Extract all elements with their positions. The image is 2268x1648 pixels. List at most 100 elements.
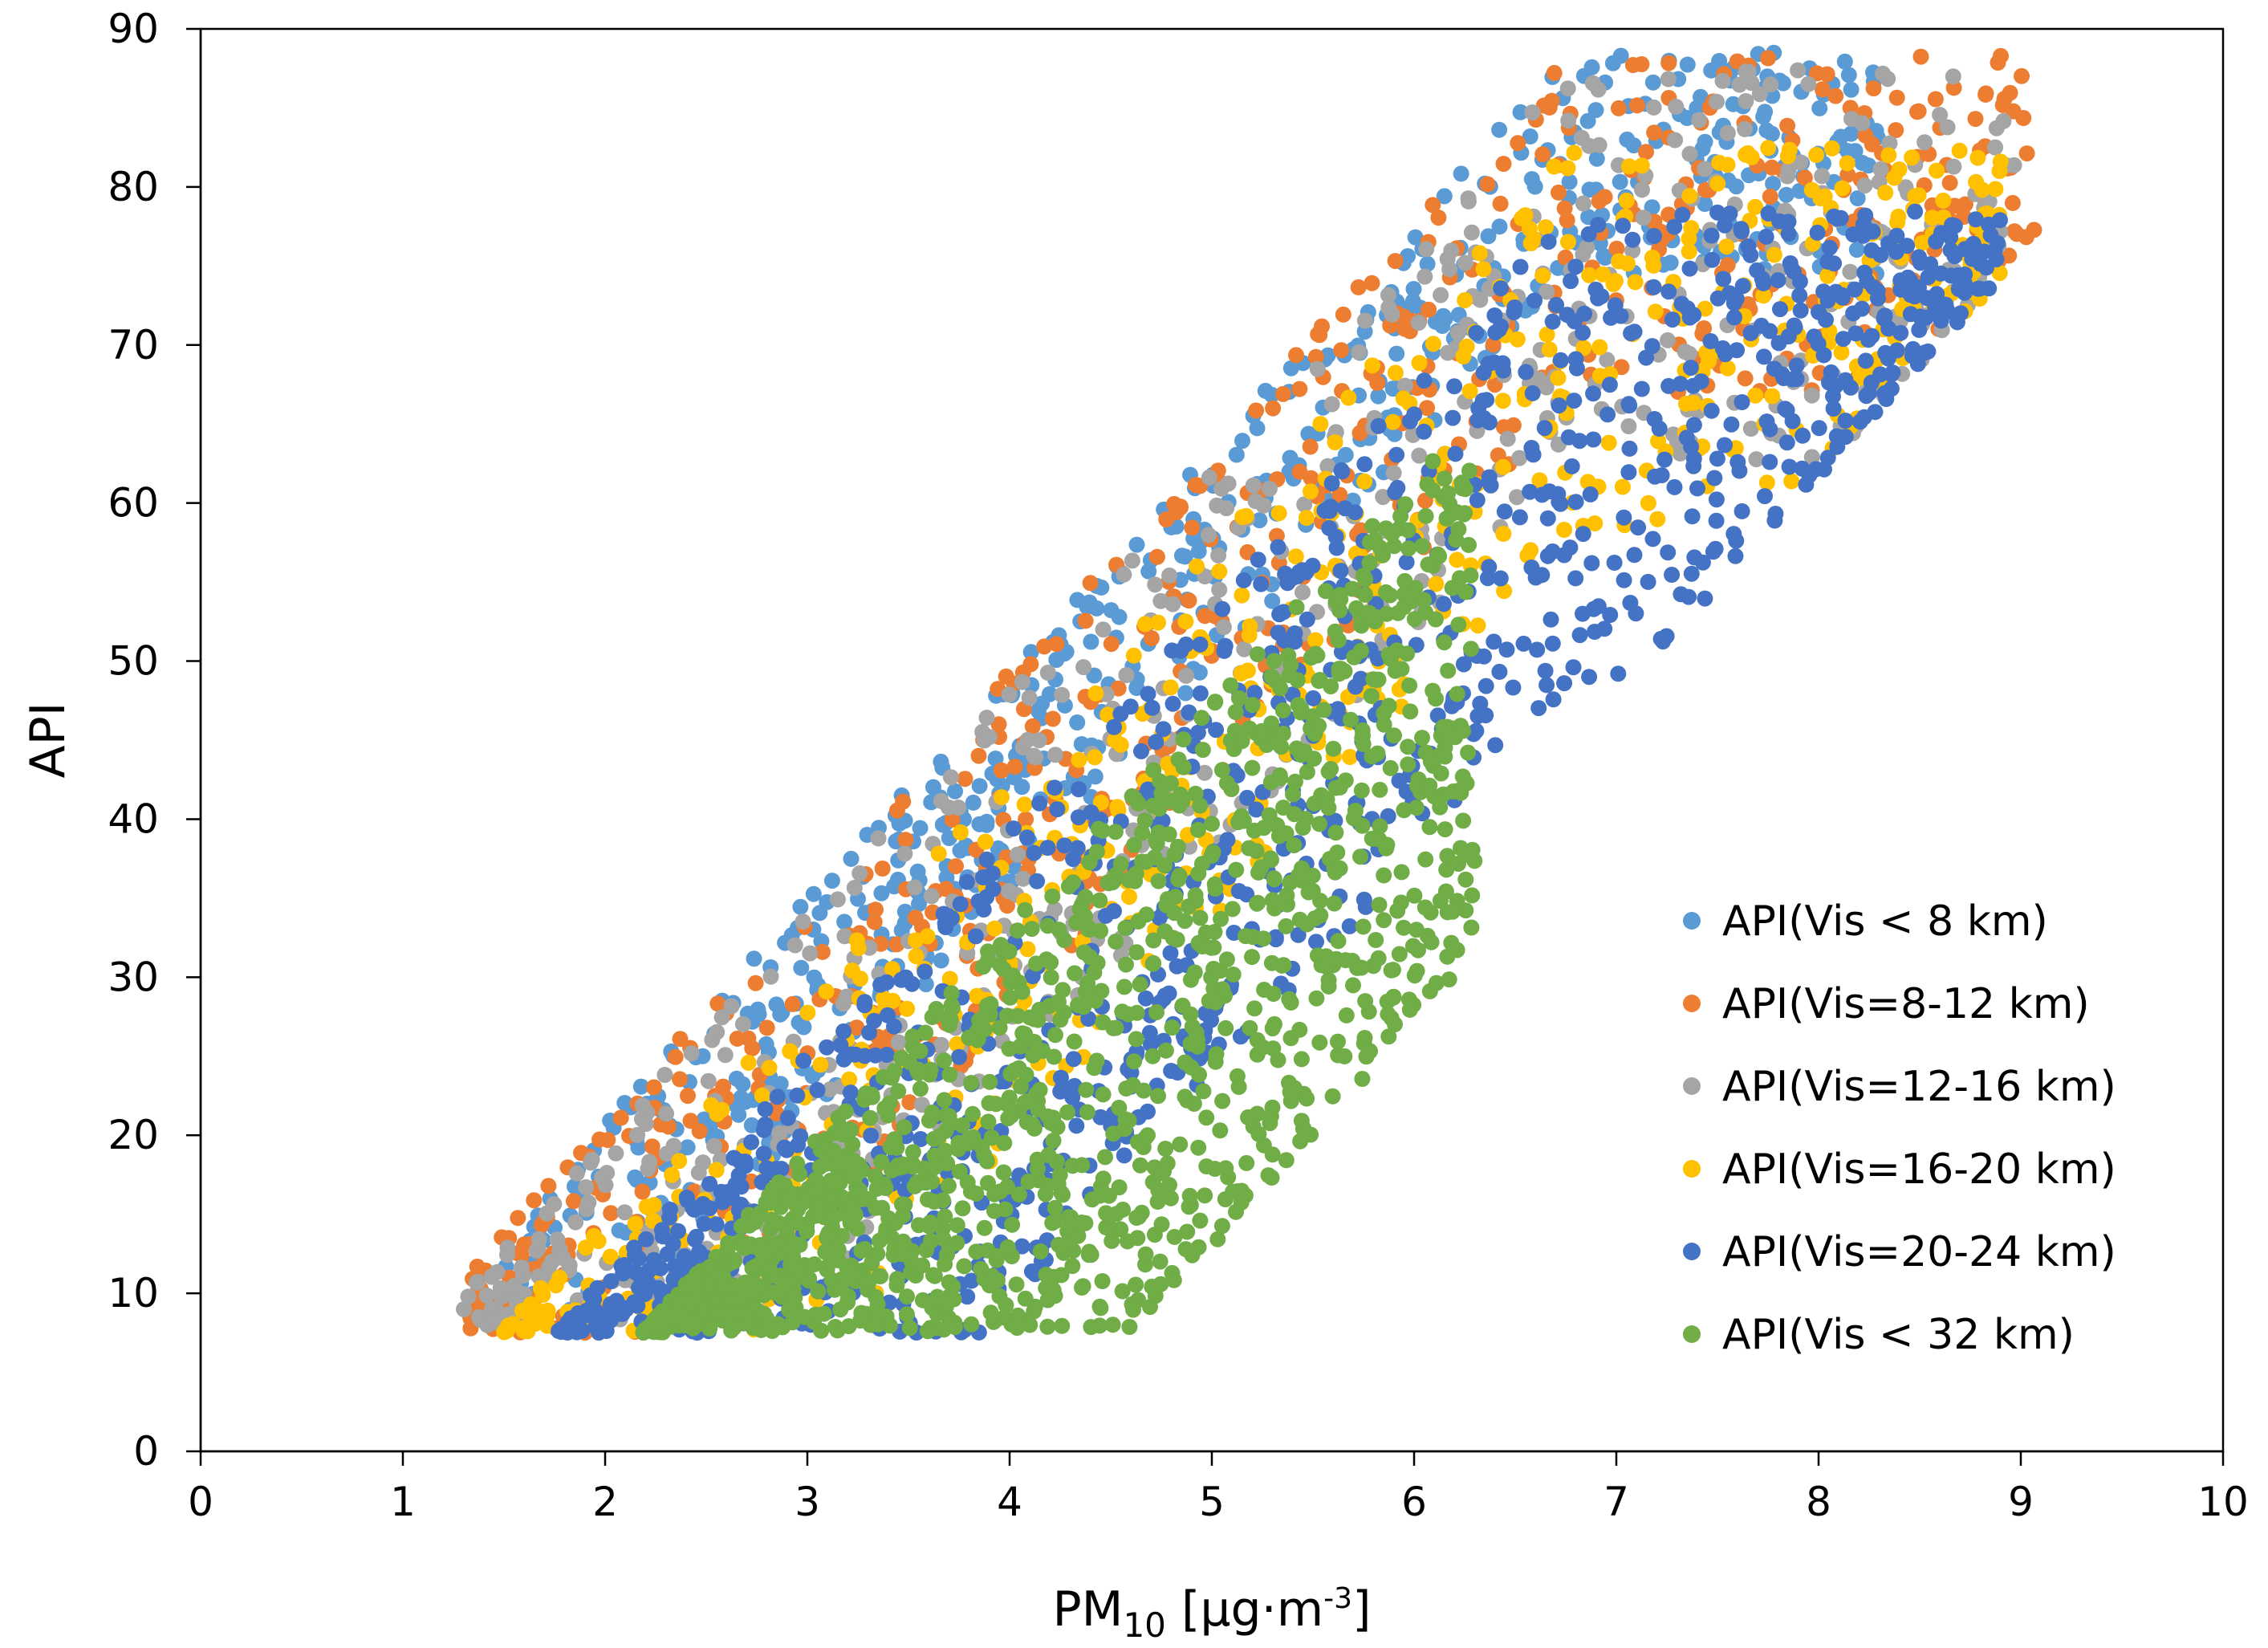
data-point [1538, 326, 1555, 343]
data-point [551, 1269, 568, 1286]
data-point [957, 771, 973, 787]
data-point [758, 1036, 774, 1052]
data-point [818, 983, 835, 1000]
data-point [1318, 948, 1335, 965]
data-point [813, 1322, 830, 1339]
data-point [1250, 646, 1266, 662]
data-point [1316, 503, 1333, 519]
data-point [1215, 619, 1232, 636]
data-point [1163, 775, 1179, 791]
data-point [1144, 1048, 1161, 1064]
data-point [1836, 53, 1853, 70]
data-point [754, 1087, 770, 1104]
data-point [1087, 992, 1104, 1009]
data-point [1311, 718, 1327, 734]
data-point [1128, 865, 1144, 882]
data-point [1406, 611, 1423, 628]
data-point [1486, 633, 1502, 650]
data-point [1323, 396, 1340, 413]
data-point [634, 1183, 651, 1200]
data-point [1780, 226, 1797, 242]
data-point [843, 962, 860, 979]
data-point [886, 1018, 902, 1035]
data-point [594, 1170, 611, 1186]
data-point [487, 1310, 504, 1327]
data-point [1228, 1203, 1244, 1220]
data-point [1324, 1088, 1341, 1105]
data-point [1468, 324, 1485, 341]
data-point [968, 1243, 985, 1260]
data-point [1660, 544, 1677, 561]
data-point [1951, 142, 1968, 159]
data-point [1417, 507, 1434, 524]
data-point [1167, 889, 1184, 905]
data-point [1351, 344, 1368, 360]
data-point [1667, 132, 1684, 149]
legend-marker [1683, 1077, 1701, 1095]
data-point [1611, 100, 1627, 116]
data-point [1481, 469, 1498, 486]
data-point [1064, 1258, 1081, 1275]
data-point [1517, 207, 1534, 224]
data-point [1681, 145, 1698, 162]
data-point [1428, 975, 1445, 991]
data-point [1581, 669, 1598, 686]
data-point [986, 920, 1003, 937]
data-point [1391, 946, 1408, 962]
data-point [1047, 779, 1063, 796]
data-point [991, 1019, 1008, 1036]
data-point [978, 851, 995, 868]
data-point [701, 1279, 718, 1296]
data-point [922, 1232, 939, 1249]
data-point [1217, 1160, 1234, 1177]
data-point [1709, 93, 1725, 110]
data-point [1217, 1019, 1234, 1036]
data-point [1621, 158, 1637, 175]
data-point [1228, 446, 1245, 463]
data-point [1278, 1152, 1295, 1169]
data-point [1725, 526, 1742, 543]
data-point [1601, 376, 1618, 393]
data-point [1298, 510, 1315, 527]
data-point [1240, 1109, 1257, 1125]
data-point [949, 1217, 965, 1234]
data-point [1218, 500, 1235, 517]
data-point [869, 1312, 886, 1329]
data-point [1270, 505, 1287, 522]
data-point [1525, 446, 1542, 463]
data-point [1449, 504, 1465, 521]
data-point [1095, 621, 1112, 638]
data-point [1976, 243, 1993, 260]
data-point [1684, 508, 1701, 525]
data-point [714, 1267, 731, 1284]
data-point [1475, 261, 1492, 278]
data-point [1158, 511, 1175, 527]
data-point [995, 941, 1012, 958]
data-point [1914, 234, 1931, 251]
data-point [1230, 690, 1247, 706]
y-tick-label: 70 [108, 322, 159, 368]
data-point [1880, 320, 1897, 337]
data-point [1945, 68, 1961, 85]
data-point [1184, 1018, 1201, 1035]
legend-label: API(Vis=8-12 km) [1722, 980, 2090, 1028]
data-point [645, 1251, 662, 1268]
data-point [1222, 677, 1239, 694]
data-point [1845, 226, 1862, 243]
data-point [1209, 1231, 1226, 1247]
data-point [636, 1286, 653, 1303]
data-point [1278, 887, 1295, 904]
data-point [842, 1084, 859, 1101]
data-point [1742, 421, 1759, 437]
data-point [559, 1316, 575, 1333]
data-point [1509, 489, 1525, 506]
data-point [1400, 756, 1416, 773]
data-point [1250, 864, 1266, 881]
data-point [1355, 918, 1372, 935]
data-point [1244, 697, 1261, 714]
data-point [1360, 1003, 1377, 1020]
data-point [734, 1015, 751, 1032]
data-point [912, 1043, 929, 1060]
data-point [1115, 1201, 1132, 1218]
